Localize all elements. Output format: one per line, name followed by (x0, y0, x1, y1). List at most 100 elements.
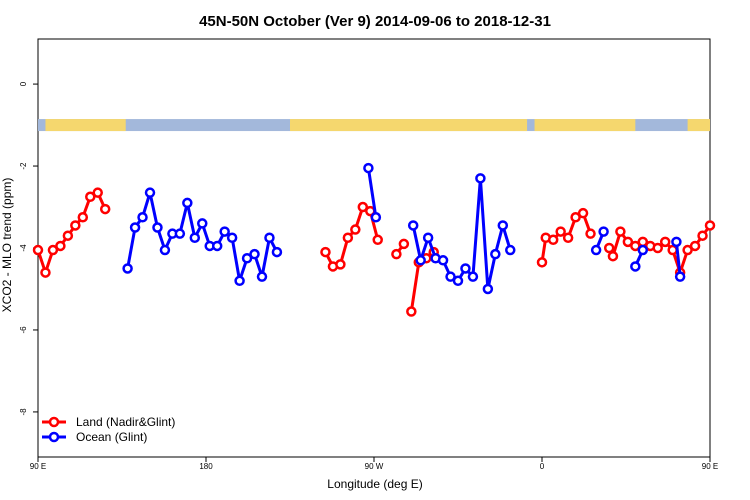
data-point (671, 236, 682, 248)
data-point (372, 234, 383, 246)
chart-title: 45N-50N October (Ver 9) 2014-09-06 to 20… (199, 13, 551, 30)
data-point (182, 197, 193, 209)
data-point (482, 283, 494, 295)
data-point (490, 248, 501, 260)
data-point (607, 250, 619, 262)
series-line (366, 167, 378, 218)
data-point (536, 257, 548, 268)
data-point (55, 240, 66, 252)
data-point (32, 244, 44, 256)
data-point (189, 232, 201, 244)
legend-ocean-marker (48, 431, 60, 443)
y-tick-label: -6 (19, 326, 28, 334)
data-point (137, 212, 148, 223)
data-point (598, 226, 609, 237)
data-point (585, 228, 596, 239)
y-tick-label: 0 (19, 81, 28, 86)
data-point (652, 242, 663, 254)
data-point (689, 240, 701, 252)
data-point (497, 220, 509, 231)
data-point (475, 173, 486, 184)
data-point (70, 220, 81, 231)
data-point (256, 271, 268, 282)
data-point (211, 240, 223, 252)
data-point (47, 244, 59, 256)
legend-land-marker (48, 416, 60, 428)
data-point (615, 226, 626, 237)
data-point (659, 236, 671, 248)
data-point (398, 238, 410, 250)
land-ocean-mask (38, 119, 710, 132)
data-point (350, 224, 361, 235)
series-line (674, 241, 682, 277)
data-point (152, 222, 163, 233)
data-point (505, 244, 516, 256)
x-tick-label: 90 E (30, 462, 46, 471)
series-line (126, 191, 279, 283)
legend: Land (Nadir&Glint) Ocean (Glint) (42, 415, 175, 444)
data-point (422, 232, 434, 244)
data-point (415, 255, 426, 266)
data-point (437, 255, 449, 266)
data-point (445, 271, 456, 282)
data-point (335, 259, 346, 270)
x-tick-label: 90 E (702, 462, 718, 471)
y-tick-label: -4 (19, 244, 28, 252)
data-point (407, 220, 419, 231)
series-1 (122, 162, 686, 295)
data-point (460, 263, 471, 274)
land-strip (290, 119, 528, 132)
land-strip (687, 119, 710, 132)
data-point (122, 263, 133, 274)
data-point (590, 244, 602, 256)
data-point (62, 230, 74, 241)
data-point (197, 218, 208, 229)
data-point (219, 226, 230, 237)
data-point (92, 187, 103, 198)
data-point (77, 212, 89, 223)
land-strip (45, 119, 126, 132)
data-point (697, 230, 708, 241)
data-point (391, 248, 402, 260)
series-layer (32, 162, 716, 317)
data-point (370, 212, 382, 223)
data-point (174, 228, 186, 239)
y-tick-label: -8 (19, 408, 28, 416)
land-strip (534, 119, 636, 132)
y-axis-label: XCO2 - MLO trend (ppm) (0, 178, 14, 313)
data-point (159, 244, 171, 256)
data-point (630, 261, 641, 272)
data-point (241, 252, 253, 264)
data-point (577, 207, 589, 219)
y-tick-label: -2 (19, 162, 28, 170)
x-tick-label: 180 (199, 462, 213, 471)
data-point (99, 203, 111, 215)
axis-ticks: 90 E 180 90 W 0 90 E 0 -2 -4 -6 -8 (19, 81, 718, 471)
data-point (682, 244, 693, 256)
data-point (144, 187, 156, 198)
x-tick-label: 0 (540, 462, 545, 471)
data-point (562, 232, 574, 244)
data-point (249, 248, 260, 260)
data-point (674, 271, 686, 282)
data-point (603, 242, 615, 254)
data-point (129, 222, 141, 233)
data-point (40, 267, 51, 278)
data-point (363, 162, 374, 174)
legend-land-label: Land (Nadir&Glint) (76, 415, 175, 429)
x-axis-label: Longitude (deg E) (327, 477, 422, 491)
data-point (637, 244, 649, 256)
series-0 (32, 187, 716, 317)
data-point (357, 201, 369, 213)
data-point (226, 232, 238, 244)
data-point (570, 212, 581, 223)
data-point (704, 220, 716, 231)
data-point (320, 246, 331, 258)
data-point (667, 244, 678, 256)
data-point (547, 234, 559, 246)
data-point (342, 232, 354, 244)
data-point (630, 240, 641, 252)
data-point (555, 226, 566, 237)
x-tick-label: 90 W (365, 462, 384, 471)
